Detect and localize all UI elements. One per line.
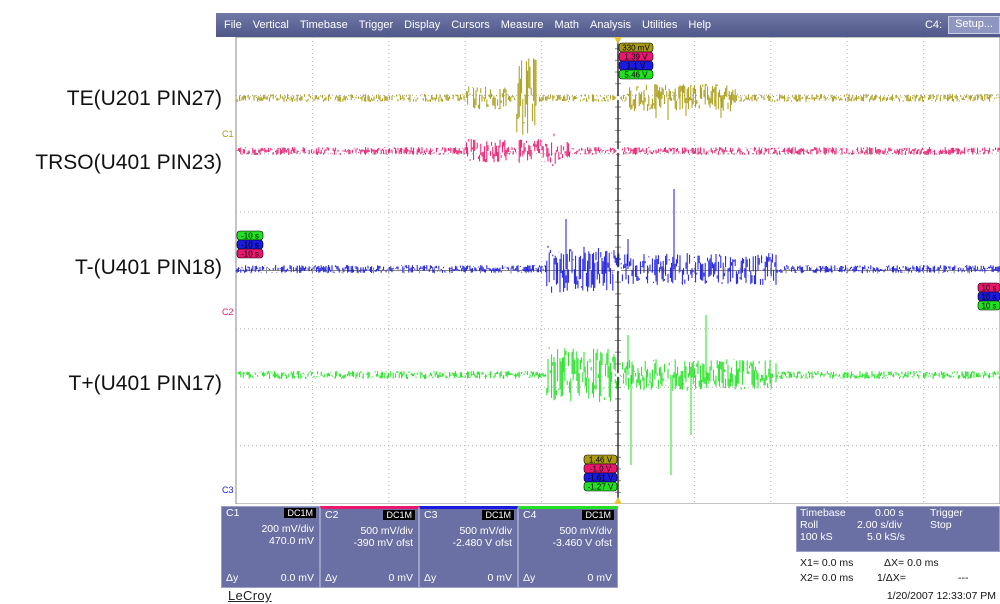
menu-trigger[interactable]: Trigger [358, 19, 394, 31]
cursor-tag-bottom-text: 1.46 V [589, 456, 613, 465]
cursor-tag-top [618, 69, 654, 80]
menu-utilities[interactable]: Utilities [641, 19, 678, 31]
vertical-scale: 500 mV/div [360, 525, 413, 537]
cursor-bottom-triangle-icon [614, 497, 622, 504]
time-cursor[interactable] [612, 37, 624, 504]
trace-label-tplus: T+(U401 PIN17) [68, 372, 222, 395]
cursor-inverse-delta-x: 1/ΔX= [877, 572, 906, 584]
trace-label-trso: TRSO(U401 PIN23) [35, 151, 222, 174]
cursor-tags: 330 mV1.39 V1.1 V5.46 V 1.46 V-1.0 V-1.61… [236, 42, 1000, 492]
timebase-label: Timebase [800, 507, 846, 519]
cursor-crosshair-icon [612, 263, 624, 275]
timestamp: 1/20/2007 12:33:07 PM [886, 590, 996, 602]
coupling-badge: DC1M [582, 510, 614, 520]
channel-panel-c2[interactable]: C2 DC1M 500 mV/div -390 mV ofst Δy 0 mV [320, 506, 419, 588]
trace-c4 [235, 347, 1000, 403]
delta-y-label: Δy [523, 572, 536, 584]
trace-label-tminus: T-(U401 PIN18) [74, 256, 222, 279]
cursor-tag-right-text: 10 s [981, 284, 996, 293]
trace-label-te: TE(U201 PIN27) [66, 87, 222, 110]
traces [235, 58, 1000, 475]
vertical-scale: 500 mV/div [559, 525, 612, 537]
timebase-trigger-panel[interactable]: Timebase 0.00 s Roll 2.00 s/div 100 kS 5… [796, 506, 1000, 552]
menu-vertical[interactable]: Vertical [252, 19, 289, 31]
cursor-delta-x: ΔX= 0.0 ms [884, 557, 939, 569]
marker-c2: C2 [222, 307, 234, 317]
setup-button[interactable]: Setup... [948, 16, 1000, 34]
sample-count: 100 kS [800, 531, 833, 543]
cursor-x2: X2= 0.0 ms [800, 572, 854, 584]
cursor-tag-bottom-text: -1.0 V [590, 465, 612, 474]
coupling-badge: DC1M [284, 508, 316, 518]
cursor-tag-left-text: -10 s [241, 232, 259, 241]
menu-file[interactable]: File [224, 19, 242, 31]
time-per-div: 2.00 s/div [857, 519, 902, 531]
menu-help[interactable]: Help [688, 19, 712, 31]
lecroy-logo: LeCroy [228, 588, 272, 603]
channel-name: C4 [523, 509, 537, 521]
delta-y-label: Δy [325, 572, 338, 584]
delta-y-label: Δy [424, 572, 437, 584]
trace-c2 [235, 133, 1000, 167]
cursor-tag-left [236, 248, 264, 259]
channel-name: C1 [226, 507, 240, 519]
cursor-inverse-delta-x-value: --- [958, 572, 969, 584]
cursor-tag-top-text: 1.1 V [627, 62, 646, 71]
cursor-crosshair-icon [612, 369, 624, 381]
vertical-offset: 470.0 mV [269, 535, 314, 547]
cursor-crosshair-icon [612, 145, 624, 157]
menu-display[interactable]: Display [404, 19, 441, 31]
delta-y-label: Δy [226, 572, 239, 584]
cursor-tag-top-text: 330 mV [622, 44, 650, 53]
delta-y-value: 0 mV [587, 572, 612, 584]
marker-c3: C3 [222, 485, 234, 495]
trace-c3 [235, 245, 1000, 293]
cursor-tag-top-text: 5.46 V [624, 71, 648, 80]
timebase-mode: Roll [800, 519, 819, 531]
channel-panel-c4[interactable]: C4 DC1M 500 mV/div -3.460 V ofst Δy 0 mV [518, 506, 618, 588]
menu-cursors[interactable]: Cursors [451, 19, 490, 31]
trigger-label: Trigger [930, 507, 963, 519]
cursor-tag-right [977, 300, 1000, 311]
channel-name: C3 [424, 509, 438, 521]
cursor-tag-bottom-text: -1.27 V [588, 483, 614, 492]
menu-bar: File Vertical Timebase Trigger Display C… [216, 13, 1000, 37]
trace-c1 [235, 58, 1000, 135]
trigger-state: Stop [930, 519, 952, 531]
cursor-tag-top-text: 1.39 V [624, 53, 648, 62]
channel-panel-c3[interactable]: C3 DC1M 500 mV/div -2.480 V ofst Δy 0 mV [419, 506, 518, 588]
marker-c1: C1 [222, 129, 234, 139]
vertical-offset: -2.480 V ofst [452, 537, 512, 549]
delta-y-value: 0 mV [388, 572, 413, 584]
cursor-crosshair-icon [612, 92, 624, 104]
vertical-offset: -390 mV ofst [353, 537, 413, 549]
cursor-tag-bottom [583, 481, 618, 492]
cursor-tag-left-text: -10 s [241, 250, 259, 259]
menu-analysis[interactable]: Analysis [590, 19, 631, 31]
waveform-display[interactable]: 330 mV1.39 V1.1 V5.46 V 1.46 V-1.0 V-1.61… [216, 37, 1000, 504]
menu-right-group: C4: Setup... [925, 15, 1000, 35]
cursor-tag-right-text: 10 s [981, 293, 996, 302]
delta-y-value: 0.0 mV [280, 572, 314, 584]
channel-panel-c1[interactable]: C1 DC1M 200 mV/div 470.0 mV Δy 0.0 mV [221, 506, 320, 588]
vertical-scale: 500 mV/div [459, 525, 512, 537]
cursor-tag-bottom-text: -1.61 V [588, 474, 614, 483]
cursor-top-triangle-icon [614, 37, 622, 44]
coupling-badge: DC1M [383, 510, 415, 520]
timebase-delay: 0.00 s [875, 507, 904, 519]
vertical-offset: -3.460 V ofst [552, 537, 612, 549]
vertical-scale: 200 mV/div [261, 523, 314, 535]
cursor-x1: X1= 0.0 ms [800, 557, 854, 569]
delta-y-value: 0 mV [487, 572, 512, 584]
menu-math[interactable]: Math [554, 19, 579, 31]
channel-name: C2 [325, 509, 339, 521]
sample-rate: 5.0 kS/s [867, 531, 905, 543]
menu-measure[interactable]: Measure [500, 19, 544, 31]
channel-selector-label: C4: [924, 19, 943, 31]
cursor-tag-right-text: 10 s [981, 302, 996, 311]
menu-timebase[interactable]: Timebase [299, 19, 348, 31]
coupling-badge: DC1M [482, 510, 514, 520]
cursor-tag-left-text: -10 s [241, 241, 259, 250]
